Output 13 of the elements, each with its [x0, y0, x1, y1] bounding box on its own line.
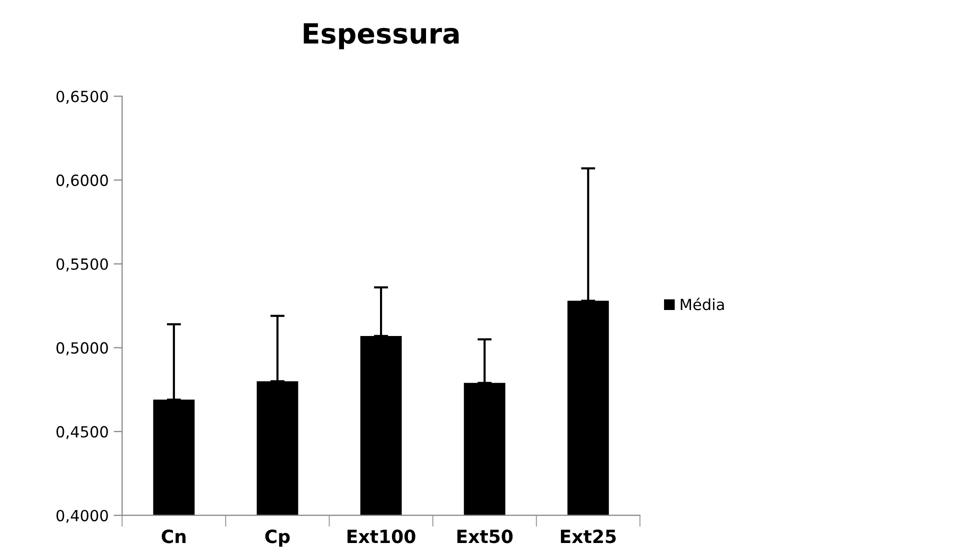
chart-title: Espessura	[304, 23, 459, 50]
legend-label: Média	[680, 298, 724, 310]
y-tick-label: 0,4000	[56, 510, 108, 523]
y-tick-label: 0,5500	[56, 258, 108, 272]
y-tick-label: 0,5000	[56, 342, 108, 356]
y-tick-label: 0,4500	[56, 426, 108, 440]
x-tick-label: Ext100	[348, 530, 416, 544]
x-tick-label: Ext50	[457, 530, 513, 544]
y-tick-label: 0,6000	[56, 174, 108, 188]
x-tick-label: Ext25	[560, 530, 616, 544]
x-tick-label: Cp	[265, 530, 290, 547]
y-tick-label: 0,6500	[56, 90, 108, 104]
x-tick-label: Cn	[162, 530, 186, 544]
